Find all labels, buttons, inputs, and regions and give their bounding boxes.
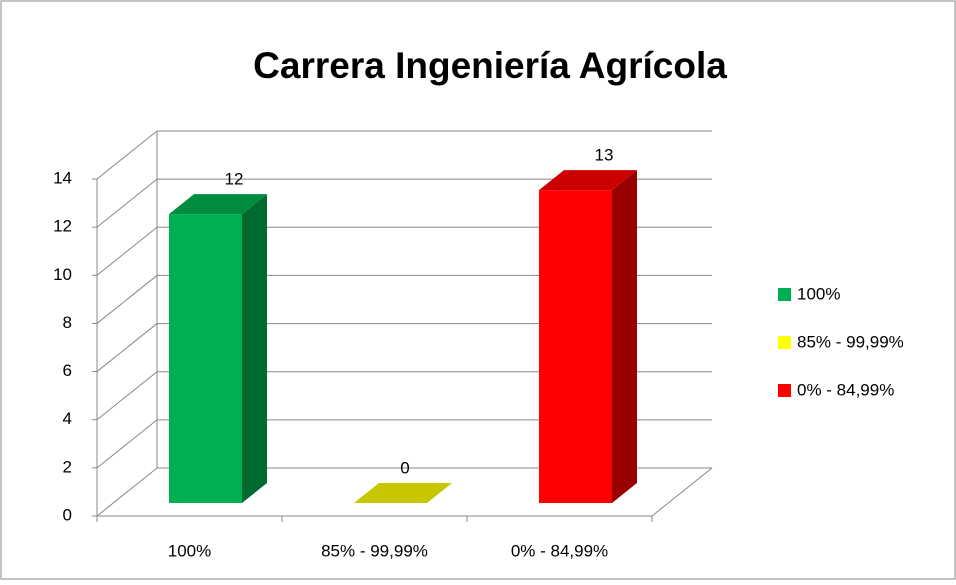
data-label: 13 bbox=[595, 146, 614, 165]
chart-title: Carrera Ingeniería Agrícola bbox=[253, 45, 727, 86]
bar-front bbox=[169, 214, 242, 503]
bar-front bbox=[539, 190, 612, 504]
bar-top bbox=[354, 483, 452, 503]
bar-top bbox=[169, 194, 267, 215]
bar-side bbox=[612, 170, 637, 504]
grid-line bbox=[96, 130, 158, 180]
legend-swatch bbox=[778, 384, 791, 397]
y-tick-label: 4 bbox=[63, 409, 72, 428]
y-tick-label: 6 bbox=[63, 361, 72, 380]
legend-label: 100% bbox=[797, 284, 840, 303]
data-label: 12 bbox=[225, 170, 244, 189]
legend-label: 0% - 84,99% bbox=[797, 380, 894, 399]
x-tick-label: 0% - 84,99% bbox=[511, 541, 608, 560]
grid-line bbox=[96, 178, 158, 228]
grid-line bbox=[96, 275, 158, 324]
y-tick-label: 2 bbox=[63, 457, 72, 476]
y-tick-label: 14 bbox=[53, 168, 72, 187]
y-tick-label: 12 bbox=[53, 217, 72, 236]
data-label: 0 bbox=[400, 458, 409, 477]
legend-swatch bbox=[778, 336, 791, 349]
x-tick-label: 85% - 99,99% bbox=[321, 541, 428, 560]
bar bbox=[354, 483, 452, 503]
legend-swatch bbox=[778, 288, 791, 301]
floor-edge bbox=[651, 467, 713, 517]
bar bbox=[169, 194, 267, 503]
y-tick-label: 10 bbox=[53, 265, 72, 284]
legend-label: 85% - 99,99% bbox=[797, 332, 904, 351]
y-tick-label: 8 bbox=[63, 313, 72, 332]
y-tick-label: 0 bbox=[63, 505, 72, 524]
bar-side bbox=[242, 194, 267, 503]
grid-line bbox=[96, 419, 158, 469]
x-tick-label: 100% bbox=[168, 541, 211, 560]
grid-line bbox=[96, 467, 158, 517]
grid-line bbox=[96, 226, 158, 276]
bar bbox=[539, 170, 637, 504]
grid-line bbox=[96, 371, 158, 421]
grid-line bbox=[96, 323, 158, 372]
bar-top bbox=[539, 170, 637, 191]
